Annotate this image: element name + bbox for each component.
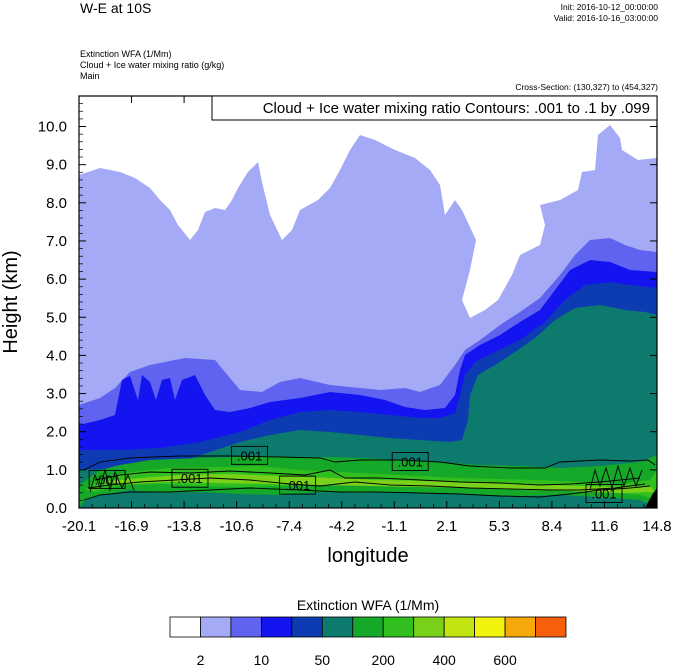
- colorbar-ticks: 2 10 50 200 400 600: [197, 652, 517, 667]
- contour-info-frame: [211, 95, 658, 121]
- y-axis-title: Height (km): [0, 250, 22, 353]
- colorbar-box: [230, 616, 262, 638]
- contour-label: .001: [285, 478, 310, 493]
- colorbar-box: [321, 616, 354, 638]
- subtitle-field-3: Main: [80, 71, 100, 81]
- contour-label: .001: [398, 454, 423, 469]
- contour-lines: [83, 455, 656, 501]
- colorbar-box: [413, 616, 445, 638]
- contour-label-box: [391, 452, 429, 471]
- y-tick-label: 8.0: [46, 195, 67, 212]
- subtitle-field-1: Extinction WFA (1/Mm): [80, 49, 172, 59]
- y-tick-label: 9.0: [46, 157, 67, 174]
- contour-label: .001: [591, 487, 616, 502]
- valid-time: Valid: 2016-10-16_03:00:00: [553, 13, 658, 23]
- x-tick-label: -7.4: [276, 518, 302, 535]
- y-tick-label: 1.0: [46, 462, 67, 479]
- y-tick-label: 0.0: [46, 500, 67, 517]
- contour-info-box: Cloud + Ice water mixing ratio Contours:…: [211, 95, 658, 121]
- colorbar-tick-label: 600: [493, 652, 517, 667]
- y-tick-label: 6.0: [46, 271, 67, 288]
- contour-labels: .001 .001 .001 .001 .001 .001: [88, 445, 623, 503]
- colorbar-tick-label: 400: [432, 652, 456, 667]
- colorbar: Extinction WFA (1/Mm) 2 10 50 200 400 600: [169, 597, 567, 667]
- colorbar-box: [382, 616, 415, 638]
- colorbar-box: [260, 616, 293, 638]
- colorbar-title: Extinction WFA (1/Mm): [297, 597, 439, 613]
- y-tick-label: 5.0: [46, 309, 67, 326]
- x-tick-label: -10.6: [220, 518, 254, 535]
- colorbar-tick-label: 50: [315, 652, 331, 667]
- filled-contours: [79, 96, 657, 508]
- colorbar-tick-label: 10: [254, 652, 270, 667]
- contour-band-black-corner: [645, 488, 657, 508]
- x-tick-label: -16.9: [114, 518, 148, 535]
- colorbar-tick-label: 2: [197, 652, 205, 667]
- x-tick-label: -1.1: [381, 518, 407, 535]
- colorbar-box: [169, 616, 201, 638]
- colorbar-tick-label: 200: [372, 652, 396, 667]
- x-tick-label: -20.1: [62, 518, 96, 535]
- contour-label-box: [88, 469, 126, 489]
- y-tick-label: 3.0: [46, 386, 67, 403]
- x-tick-label: -4.2: [329, 518, 355, 535]
- colorbar-box: [352, 616, 384, 638]
- contour-line-upper: [83, 455, 656, 471]
- colorbar-box: [443, 616, 476, 638]
- contour-label: .001: [177, 471, 202, 486]
- x-tick-label: 11.6: [590, 518, 618, 535]
- contour-band-white: [79, 96, 657, 318]
- contour-label-box: [279, 475, 317, 495]
- y-axis: 0.0 1.0 2.0 3.0 4.0 5.0 6.0 7.0 8.0 9.0 10.0: [38, 95, 657, 517]
- x-tick-label: 5.3: [489, 518, 510, 535]
- subtitle-field-2: Cloud + Ice water mixing ratio (g/kg): [80, 60, 225, 70]
- contour-label: .001: [237, 448, 262, 463]
- x-tick-label: 8.4: [541, 518, 562, 535]
- contour-label-box: [231, 445, 269, 465]
- contour-line-middle: [94, 469, 641, 486]
- y-tick-label: 7.0: [46, 233, 67, 250]
- colorbar-box: [535, 616, 567, 638]
- colorbar-box: [200, 616, 232, 638]
- colorbar-box: [504, 616, 536, 638]
- init-time: Init: 2016-10-12_00:00:00: [560, 2, 658, 12]
- x-tick-label: 14.8: [642, 518, 671, 535]
- contour-line-wiggle-right: [589, 464, 643, 491]
- x-tick-label: -13.8: [167, 518, 201, 535]
- contour-label: .001: [94, 472, 119, 487]
- colorbar-box: [291, 616, 323, 638]
- x-axis-title: longitude: [327, 545, 408, 567]
- contour-info-text: Cloud + Ice water mixing ratio Contours:…: [263, 100, 650, 117]
- y-tick-label: 4.0: [46, 347, 67, 364]
- cross-section-label: Cross-Section: (130,327) to (454,327): [515, 82, 658, 92]
- colorbar-box: [474, 616, 506, 638]
- contour-line-lower: [83, 485, 651, 501]
- contour-label-box: [171, 468, 209, 488]
- figure-title: W-E at 10S: [80, 0, 152, 16]
- x-axis: -20.1 -16.9 -13.8 -10.6 -7.4 -4.2 -1.1 2.1 5.3 8.…: [62, 96, 672, 535]
- y-tick-label: 2.0: [46, 424, 67, 441]
- x-tick-label: 2.1: [436, 518, 457, 535]
- y-tick-label: 10.0: [38, 119, 67, 136]
- contour-line-wiggle-left: [89, 468, 135, 493]
- contour-line-middle-2: [87, 477, 646, 491]
- colorbar-boxes: [169, 616, 567, 638]
